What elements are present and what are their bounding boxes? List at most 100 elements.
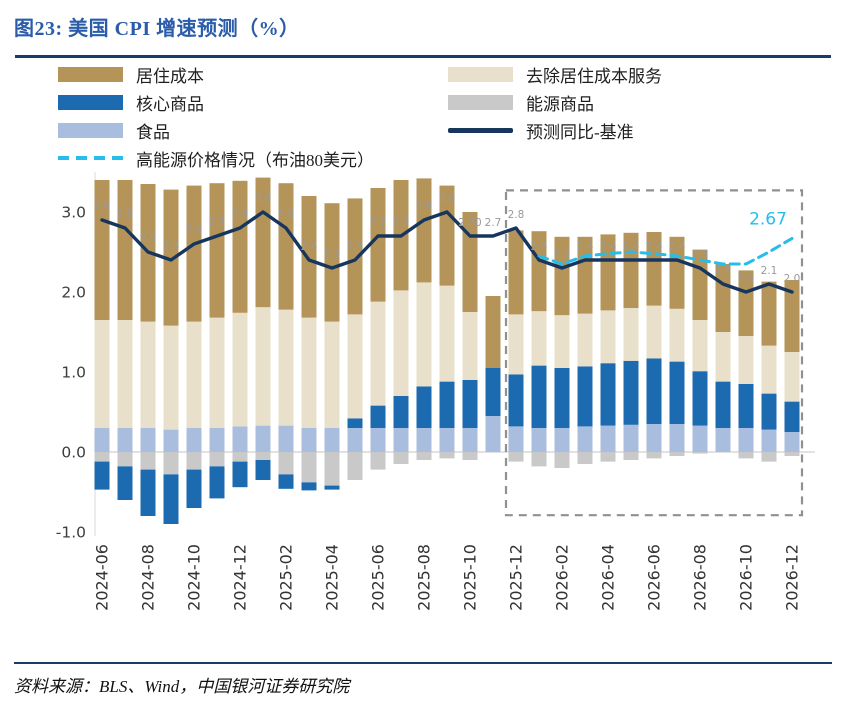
bar-segment [531, 428, 547, 452]
legend-item: 去除居住成本服务 [448, 62, 828, 87]
x-axis-tick-label: 2025-02 [277, 544, 296, 611]
x-axis-tick-label: 2026-08 [691, 544, 710, 611]
bar-segment [416, 386, 432, 428]
bar-segment [94, 180, 110, 320]
line-point-label: 3.0 [439, 193, 456, 205]
bar-segment [508, 452, 524, 462]
bar-segment [692, 371, 708, 426]
line-point-label: 2.7 [209, 217, 226, 229]
legend-swatch-bar [58, 66, 123, 82]
bar-segment [646, 305, 662, 359]
bar-segment [232, 180, 248, 313]
bar-segment [393, 290, 409, 396]
line-point-label: 2.0 [738, 273, 755, 285]
bar-segment [232, 426, 248, 452]
bar-segment [554, 452, 570, 468]
line-point-label: 2.6 [186, 225, 203, 237]
bar-segment [554, 428, 570, 452]
bar-segment [761, 345, 777, 394]
bar-segment [600, 310, 616, 364]
line-point-label: 2.7 [485, 217, 502, 229]
x-axis-tick-label: 2025-08 [415, 544, 434, 611]
line-point-label: 2.5 [140, 233, 157, 245]
bar-segment [669, 424, 685, 452]
line-point-label: 2.4 [301, 241, 318, 253]
source-text: 资料来源：BLS、Wind，中国银河证券研究院 [14, 677, 350, 696]
bar-segment [554, 315, 570, 368]
legend-label: 食品 [136, 122, 170, 142]
bar-segment [784, 352, 800, 402]
bar-segment [577, 452, 593, 464]
bar-segment [94, 428, 110, 452]
bar-segment [531, 452, 547, 467]
bar-segment [715, 381, 731, 428]
bar-segment [462, 452, 478, 460]
bar-segment [301, 482, 317, 491]
line-point-label: 2.1 [715, 265, 732, 277]
bar-segment [508, 426, 524, 452]
bar-segment [623, 360, 639, 425]
bar-segment [370, 428, 386, 452]
bar-segment [94, 320, 110, 428]
bar-segment [255, 177, 271, 308]
bar-segment [117, 428, 133, 452]
bar-segment [163, 474, 179, 524]
bar-segment [324, 203, 340, 322]
line-point-label: 2.3 [324, 249, 341, 261]
bar-segment [94, 461, 110, 490]
bar-segment [393, 452, 409, 464]
bar-segment [393, 428, 409, 452]
bar-segment [370, 188, 386, 302]
line-point-label: 2.4 [347, 241, 364, 253]
bar-segment [186, 321, 202, 428]
bar-segment [370, 301, 386, 406]
bar-segment [232, 461, 248, 488]
bar-segment [301, 196, 317, 318]
bar-segment [646, 358, 662, 424]
bar-segment [117, 320, 133, 428]
legend-swatch-bar [58, 122, 123, 138]
bar-segment [347, 314, 363, 419]
y-axis-tick-label: 1.0 [61, 364, 86, 382]
legend-item: 居住成本 [58, 62, 448, 87]
chart-legend: 居住成本 去除居住成本服务 核心商品 能源商品 食品 预测同比-基准 高能源价格情况（布油8… [58, 60, 828, 172]
bar-segment [416, 178, 432, 283]
x-axis-tick-label: 2026-06 [645, 544, 664, 611]
bar-segment [393, 396, 409, 428]
bar-segment [715, 264, 731, 332]
line-point-label: 2.8 [117, 209, 134, 221]
x-axis-tick-label: 2025-04 [323, 544, 342, 611]
bar-segment [416, 282, 432, 387]
x-axis-tick-label: 2024-10 [185, 544, 204, 611]
bar-segment [117, 180, 133, 320]
bar-segment [692, 452, 708, 454]
bar-segment [462, 380, 478, 428]
line-point-label: 2.8 [232, 209, 249, 221]
line-point-label: 2.3 [692, 249, 709, 261]
bar-segment [761, 281, 777, 346]
bar-segment [554, 236, 570, 316]
bar-segment [485, 416, 501, 452]
bar-segment [278, 452, 294, 475]
line-point-label: 2.4 [623, 241, 640, 253]
legend-label: 核心商品 [136, 94, 204, 114]
bar-segment [393, 180, 409, 291]
line-point-label: 2.7 [393, 217, 410, 229]
bar-segment [531, 311, 547, 366]
bar-segment [439, 185, 455, 286]
bar-segment [462, 312, 478, 380]
line-point-label: 2.4 [577, 241, 594, 253]
line-point-label: 2.9 [94, 201, 111, 213]
bar-segment [186, 469, 202, 508]
legend-label: 高能源价格情况（布油80美元） [136, 150, 374, 170]
bar-segment [738, 384, 754, 428]
bar-segment [485, 296, 501, 368]
line-point-label: 3.0 [255, 193, 272, 205]
bar-segment [669, 452, 685, 456]
bar-segment [646, 452, 662, 459]
legend-swatch-bar [448, 94, 513, 110]
bar-segment [163, 429, 179, 452]
bar-segment [761, 429, 777, 452]
bar-segment [577, 426, 593, 452]
